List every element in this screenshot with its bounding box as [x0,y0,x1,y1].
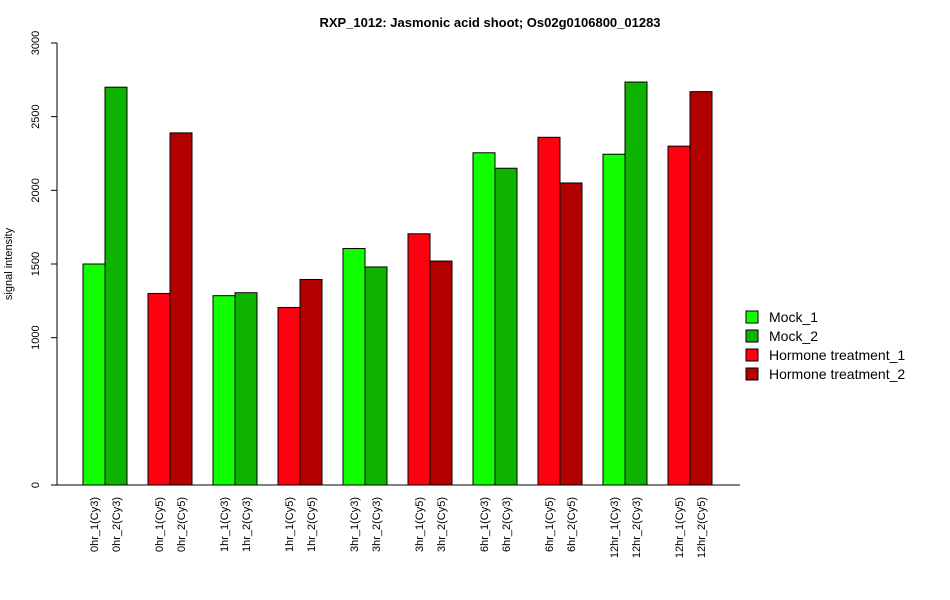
x-tick-label: 1hr_2(Cy3) [241,497,253,552]
bar [364,266,388,486]
x-tick-label: 0hr_2(Cy5) [176,497,188,552]
x-tick-label: 3hr_2(Cy3) [371,497,383,552]
bar [559,182,583,486]
y-axis-label: signal intensity [3,227,15,300]
bar [667,145,691,486]
y-tick-label: 1000 [30,325,42,349]
bar [494,167,518,486]
bar [537,136,561,486]
y-tick-label: 2500 [30,104,42,128]
x-tick-label: 6hr_1(Cy5) [544,497,556,552]
bar [602,153,626,486]
legend-label: Hormone treatment_2 [769,366,905,382]
bar [147,292,171,486]
y-tick-label: 1500 [30,252,42,276]
bar [689,91,713,486]
bar [234,292,258,486]
legend-label: Hormone treatment_1 [769,347,905,363]
legend-swatch [745,329,759,343]
bar [104,86,128,486]
bar [299,278,323,486]
x-tick-label: 6hr_2(Cy5) [566,497,578,552]
bar [212,295,236,486]
bar [429,260,453,486]
bar [472,152,496,486]
legend: Mock_1 Mock_2 Hormone treatment_1 Hormone t… [745,309,905,382]
x-tick-label: 0hr_1(Cy5) [154,497,166,552]
bars [82,81,713,486]
x-tick-label: 1hr_1(Cy5) [284,497,296,552]
bar [277,306,301,486]
legend-swatch [745,310,759,324]
x-tick-label: 12hr_1(Cy3) [609,497,621,558]
bar [169,132,193,486]
x-tick-label: 6hr_1(Cy3) [479,497,491,552]
x-axis-tick-labels: 0hr_1(Cy3) 0hr_2(Cy3) 0hr_1(Cy5) 0hr_2(Cy5)… [89,497,708,558]
legend-label: Mock_2 [769,328,818,344]
bar [342,248,366,486]
x-tick-label: 12hr_2(Cy5) [696,497,708,558]
x-tick-label: 1hr_2(Cy5) [306,497,318,552]
legend-label: Mock_1 [769,309,818,325]
y-tick-label: 2000 [30,178,42,202]
x-tick-label: 12hr_1(Cy5) [674,497,686,558]
x-tick-label: 1hr_1(Cy3) [219,497,231,552]
y-axis-ticks: 0 1000 1500 2000 2500 3000 [30,31,57,488]
legend-swatch [745,367,759,381]
x-tick-label: 3hr_1(Cy5) [414,497,426,552]
x-tick-label: 3hr_1(Cy3) [349,497,361,552]
bar [407,233,431,486]
y-tick-label: 0 [30,482,42,488]
x-tick-label: 3hr_2(Cy5) [436,497,448,552]
x-tick-label: 0hr_1(Cy3) [89,497,101,552]
y-tick-label: 3000 [30,31,42,55]
x-tick-label: 6hr_2(Cy3) [501,497,513,552]
bar [624,81,648,486]
x-tick-label: 12hr_2(Cy3) [631,497,643,558]
x-tick-label: 0hr_2(Cy3) [111,497,123,552]
bar [82,263,106,486]
chart-title: RXP_1012: Jasmonic acid shoot; Os02g0106… [319,15,660,30]
legend-swatch [745,348,759,362]
